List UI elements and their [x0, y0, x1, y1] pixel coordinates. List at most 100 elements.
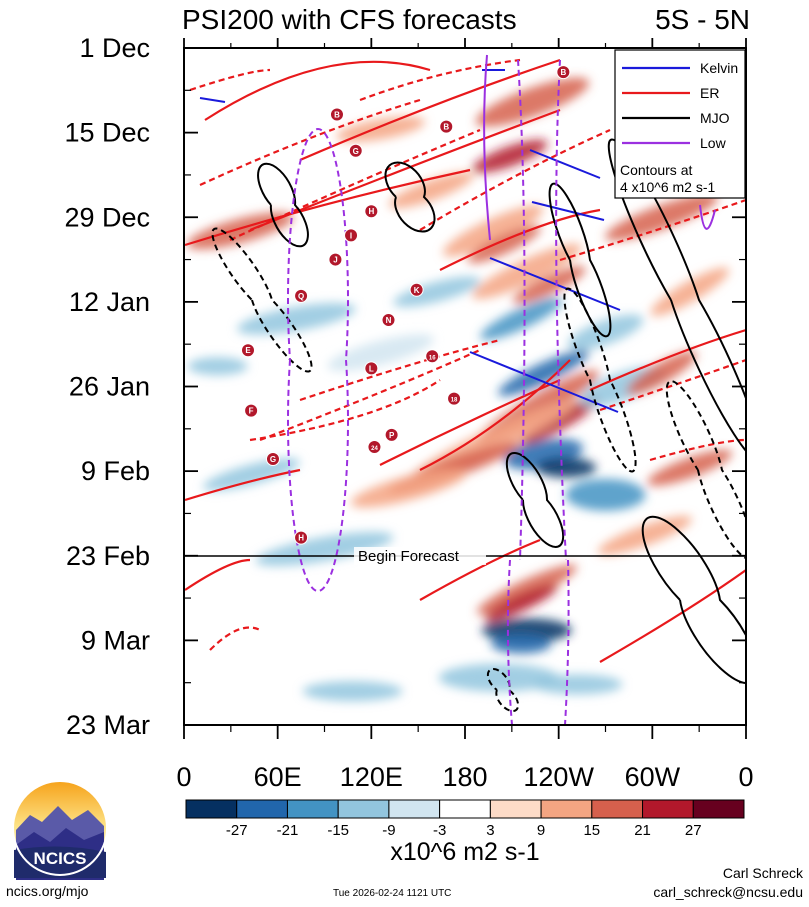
- legend-label-kelvin: Kelvin: [700, 60, 738, 76]
- y-tick-label-4: 26 Jan: [69, 372, 150, 402]
- storm-marker-7: K: [409, 282, 424, 297]
- anomaly-blob-14: [565, 478, 646, 511]
- low-contour-40: [287, 128, 349, 592]
- storm-marker-3: G: [348, 143, 363, 158]
- colorbar-label-0: -27: [226, 822, 248, 839]
- anomaly-blob-35: [302, 681, 403, 702]
- anomaly-blob-29: [647, 449, 733, 486]
- storm-marker-9: N: [381, 313, 396, 328]
- storm-marker-label: H: [368, 207, 374, 216]
- anomaly-blob-37: [393, 276, 481, 307]
- er-contour-2: [184, 168, 471, 247]
- storm-marker-icon: [364, 361, 379, 376]
- storm-marker-icon: [241, 343, 256, 358]
- anomaly-blob-1: [472, 139, 548, 173]
- mjo-contour-38: [665, 380, 746, 560]
- er-contour-13: [199, 98, 421, 186]
- x-tick-label-6: 0: [738, 762, 753, 792]
- storm-marker-label: Q: [298, 292, 304, 301]
- storm-marker-0: B: [556, 65, 571, 80]
- storm-marker-icon: [439, 119, 454, 134]
- storm-marker-label: G: [353, 147, 359, 156]
- storm-marker-icon: [425, 349, 440, 364]
- anomaly-blob-21: [327, 334, 434, 372]
- er-contour-10: [589, 328, 746, 392]
- kelvin-contour-24: [529, 149, 601, 179]
- storm-marker-5: I: [344, 228, 359, 243]
- wave-contours: [184, 54, 746, 725]
- storm-marker-icon: [344, 228, 359, 243]
- storm-marker-17: G: [265, 452, 280, 467]
- legend-box: [614, 49, 746, 199]
- anomaly-blob-32: [626, 351, 697, 395]
- colorbar-label-1: -21: [277, 822, 299, 839]
- er-contour-6: [419, 359, 571, 471]
- storm-marker-label: J: [333, 256, 337, 265]
- storm-marker-8: Q: [294, 288, 309, 303]
- anomaly-blob-28: [597, 515, 692, 555]
- storm-marker-12: L: [364, 361, 379, 376]
- storm-marker-18: H: [294, 530, 309, 545]
- storm-marker-14: F: [244, 403, 259, 418]
- colorbar-box-10: [692, 799, 745, 819]
- anomaly-blob-16: [484, 584, 558, 622]
- storm-marker-icon: [384, 427, 399, 442]
- ncics-logo: NCICS: [12, 780, 108, 880]
- legend-note-line1: Contours at: [620, 162, 692, 178]
- storm-marker-icon: [348, 143, 363, 158]
- anomaly-blob-4: [472, 243, 582, 300]
- anomaly-blob-33: [650, 267, 730, 316]
- er-contour-21: [649, 438, 746, 462]
- colorbar-label-8: 21: [634, 822, 651, 839]
- mjo-contour-39: [486, 668, 520, 712]
- storm-marker-2: B: [439, 119, 454, 134]
- legend-label-mjo: MJO: [700, 110, 730, 126]
- low-contour-45: [517, 59, 526, 561]
- colorbar-box-2: [286, 799, 339, 819]
- low-contour-41: [483, 54, 491, 241]
- storm-marker-label: P: [389, 431, 395, 440]
- storm-marker-6: J: [328, 252, 343, 267]
- storm-marker-icon: [447, 391, 462, 406]
- low-contour-46: [555, 59, 567, 561]
- colorbar-box-3: [337, 799, 390, 819]
- colorbar-label-3: -9: [382, 822, 395, 839]
- er-contour-3: [249, 108, 561, 232]
- anomaly-blob-34: [567, 314, 644, 351]
- legend-label-er: ER: [700, 85, 719, 101]
- colorbar-box-6: [489, 799, 542, 819]
- storm-marker-label: 18: [451, 398, 458, 404]
- legend: Kelvin ER MJO Low Contours at 4 x10^6 m2 s-…: [614, 49, 746, 199]
- anomaly-blob-13: [536, 457, 597, 478]
- storm-marker-icon: [294, 288, 309, 303]
- anomaly-blob-18: [491, 633, 552, 654]
- y-tick-label-1: 15 Dec: [64, 118, 150, 148]
- anomaly-blob-38: [532, 674, 623, 695]
- er-contour-22: [189, 68, 271, 92]
- mjo-contour-34: [607, 138, 746, 453]
- chart-title: PSI200 with CFS forecasts: [182, 4, 517, 35]
- colorbar-box-9: [642, 799, 694, 819]
- anomaly-blob-20: [237, 303, 356, 335]
- colorbar: -27 -21 -15 -9 -3 3 9 15 21 27: [185, 799, 745, 839]
- storm-marker-icon: [364, 204, 379, 219]
- logo-text: NCICS: [34, 849, 87, 868]
- colorbar-box-0: [185, 799, 238, 819]
- y-axis-labels: 1 Dec 15 Dec 29 Dec 12 Jan 26 Jan 9 Feb 23 Feb…: [64, 33, 150, 740]
- storm-marker-label: B: [334, 110, 340, 119]
- anomaly-blob-19: [438, 663, 559, 692]
- x-tick-label-5: 60W: [625, 762, 681, 792]
- colorbar-label-6: 9: [537, 822, 545, 839]
- er-contour-16: [249, 379, 441, 442]
- colorbar-box-4: [388, 799, 441, 819]
- storm-marker-11: 16: [425, 349, 440, 364]
- storm-marker-label: 24: [371, 446, 378, 452]
- mjo-contour-37: [563, 287, 637, 473]
- anomaly-blob-15: [476, 564, 577, 615]
- forecast-start-label: Begin Forecast: [358, 548, 460, 565]
- kelvin-contour-29: [199, 97, 226, 103]
- x-tick-label-4: 120W: [523, 762, 594, 792]
- y-tick-label-6: 23 Feb: [66, 541, 150, 571]
- storm-marker-icon: [328, 252, 343, 267]
